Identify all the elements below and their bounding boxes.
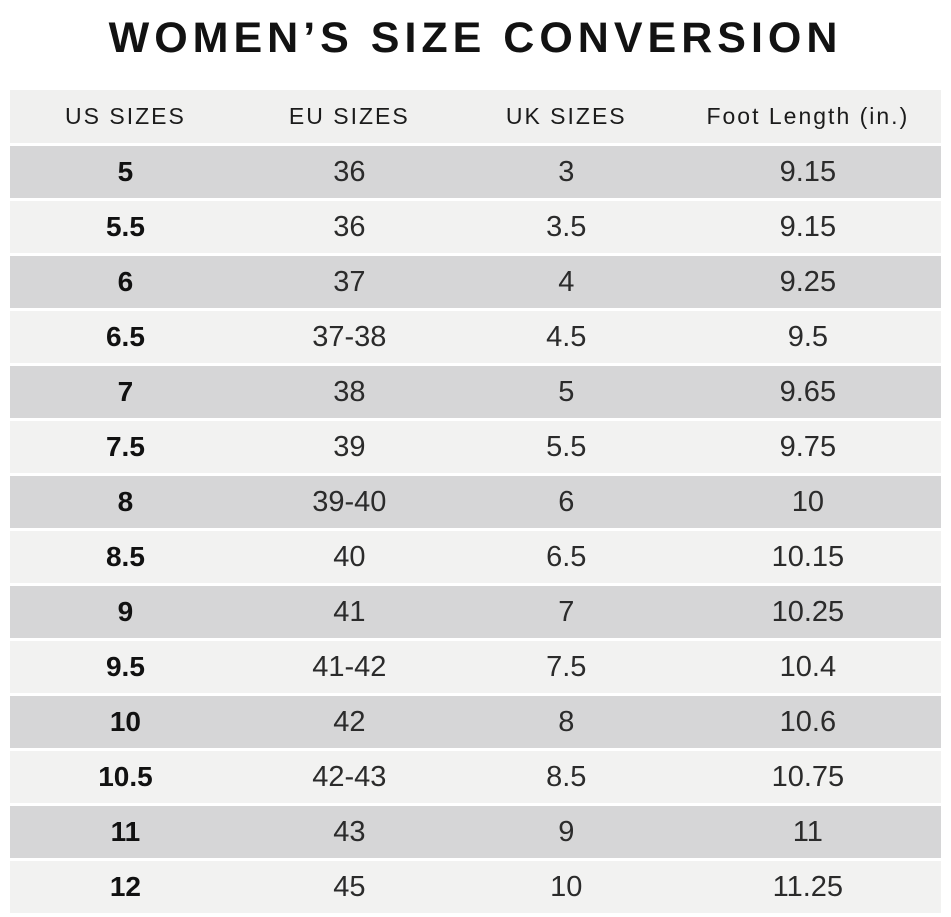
cell-uk-size: 6.5 [546, 540, 587, 573]
cell-eu-size: 36 [333, 210, 366, 243]
cell-foot-length: 10.15 [771, 540, 845, 573]
table-row: 5.5 36 3.5 9.15 [10, 201, 941, 253]
cell-foot-length: 11 [792, 815, 823, 848]
cell-eu-size: 42-43 [312, 760, 387, 793]
cell-uk-size: 10 [550, 870, 583, 903]
cell-uk-size: 4 [558, 265, 575, 298]
cell-eu-size: 36 [333, 155, 366, 188]
cell-uk-size: 8 [558, 705, 575, 738]
cell-eu-size: 40 [333, 540, 366, 573]
size-conversion-table: US SIZES EU SIZES UK SIZES Foot Length (… [10, 90, 941, 913]
table-row: 5 36 3 9.15 [10, 146, 941, 198]
page-title: WOMEN’S SIZE CONVERSION [108, 14, 843, 62]
cell-eu-size: 38 [333, 375, 366, 408]
column-header-foot-length: Foot Length (in.) [706, 103, 910, 129]
column-header-us-sizes: US SIZES [65, 103, 186, 129]
column-header-eu-sizes: EU SIZES [288, 103, 410, 129]
cell-us-size: 11 [110, 816, 141, 847]
cell-foot-length: 9.15 [779, 210, 837, 243]
cell-uk-size: 3 [558, 155, 575, 188]
cell-foot-length: 10 [791, 485, 824, 518]
cell-foot-length: 9.65 [779, 375, 837, 408]
cell-eu-size: 41-42 [312, 650, 387, 683]
cell-us-size: 12 [109, 871, 142, 902]
cell-eu-size: 37-38 [312, 320, 387, 353]
cell-us-size: 5.5 [105, 211, 145, 242]
cell-eu-size: 42 [333, 705, 366, 738]
table-row: 8.5 40 6.5 10.15 [10, 531, 941, 583]
cell-uk-size: 4.5 [546, 320, 587, 353]
cell-uk-size: 9 [558, 815, 575, 848]
cell-foot-length: 10.25 [771, 595, 845, 628]
cell-foot-length: 9.15 [779, 155, 837, 188]
table-row: 6 37 4 9.25 [10, 256, 941, 308]
cell-uk-size: 3.5 [546, 210, 587, 243]
table-row: 11 43 9 11 [10, 806, 941, 858]
cell-us-size: 8 [117, 486, 134, 517]
cell-us-size: 6.5 [105, 321, 145, 352]
table-body: 5 36 3 9.15 5.5 36 3.5 9.15 6 37 4 9.25 6.5 37-38 4.5 9… [10, 146, 941, 913]
cell-eu-size: 41 [333, 595, 366, 628]
cell-us-size: 5 [117, 156, 134, 187]
cell-uk-size: 7.5 [546, 650, 587, 683]
cell-uk-size: 5 [558, 375, 575, 408]
cell-foot-length: 11.25 [772, 870, 844, 903]
cell-eu-size: 37 [333, 265, 366, 298]
cell-foot-length: 10.6 [779, 705, 837, 738]
cell-foot-length: 9.5 [787, 320, 829, 353]
cell-us-size: 9 [117, 596, 134, 627]
table-row: 7.5 39 5.5 9.75 [10, 421, 941, 473]
cell-foot-length: 9.75 [779, 430, 837, 463]
column-header-uk-sizes: UK SIZES [505, 103, 627, 129]
cell-eu-size: 45 [333, 870, 366, 903]
cell-eu-size: 43 [333, 815, 366, 848]
cell-foot-length: 9.25 [779, 265, 837, 298]
table-row: 9.5 41-42 7.5 10.4 [10, 641, 941, 693]
cell-uk-size: 8.5 [546, 760, 587, 793]
cell-us-size: 10 [109, 706, 142, 737]
cell-us-size: 7.5 [105, 431, 145, 462]
cell-us-size: 10.5 [98, 761, 153, 792]
table-row: 8 39-40 6 10 [10, 476, 941, 528]
table-header-row: US SIZES EU SIZES UK SIZES Foot Length (… [10, 90, 941, 143]
cell-eu-size: 39-40 [312, 485, 387, 518]
cell-us-size: 8.5 [105, 541, 145, 572]
cell-eu-size: 39 [333, 430, 366, 463]
table-row: 6.5 37-38 4.5 9.5 [10, 311, 941, 363]
table-row: 9 41 7 10.25 [10, 586, 941, 638]
cell-foot-length: 10.75 [771, 760, 845, 793]
cell-uk-size: 5.5 [546, 430, 587, 463]
cell-foot-length: 10.4 [779, 650, 837, 683]
table-row: 10 42 8 10.6 [10, 696, 941, 748]
table-row: 10.5 42-43 8.5 10.75 [10, 751, 941, 803]
table-row: 12 45 10 11.25 [10, 861, 941, 913]
cell-us-size: 6 [117, 266, 134, 297]
cell-us-size: 7 [117, 376, 134, 407]
table-row: 7 38 5 9.65 [10, 366, 941, 418]
cell-uk-size: 7 [558, 595, 575, 628]
cell-us-size: 9.5 [105, 651, 145, 682]
cell-uk-size: 6 [558, 485, 575, 518]
